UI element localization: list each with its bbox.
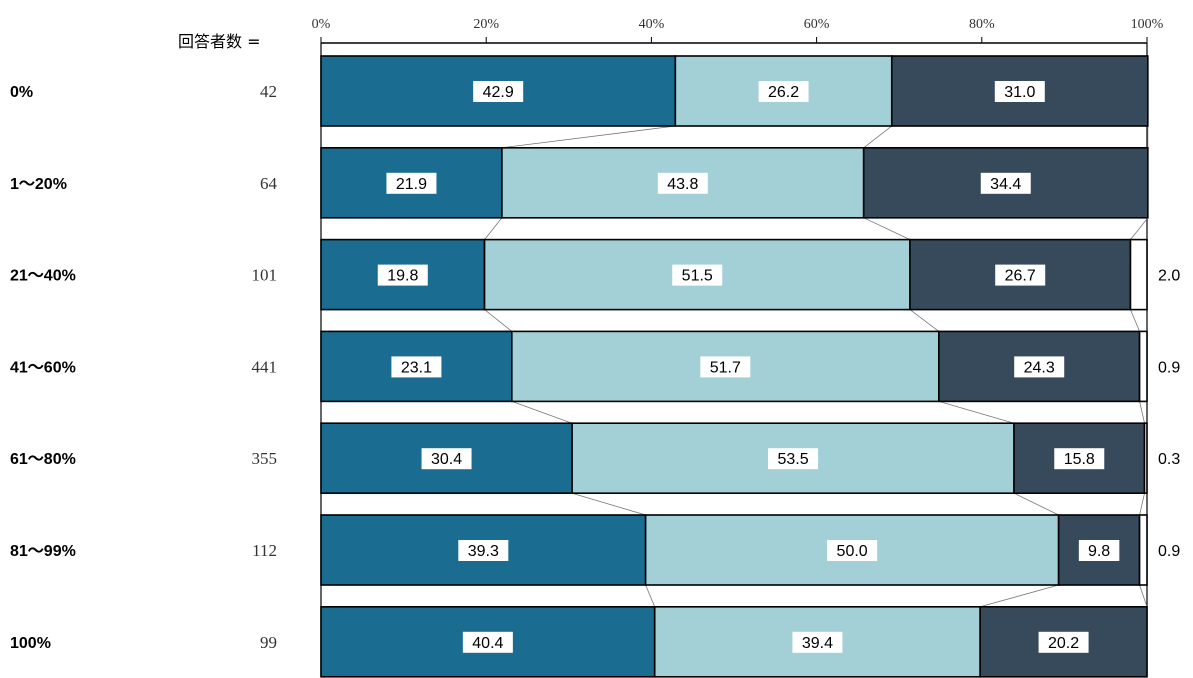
category-label: 1～20% <box>10 176 67 193</box>
respondent-count: 64 <box>260 174 278 193</box>
respondent-count: 101 <box>252 266 278 285</box>
connector-line <box>980 584 1059 608</box>
respondent-count: 42 <box>260 82 277 101</box>
category-labels: 0% 42 1～20% 64 21～40% 101 41～60% 441 61～80% 355 81… <box>10 82 278 652</box>
connector-line <box>1139 584 1148 607</box>
respondents-header: 回答者数 = <box>178 32 261 51</box>
category-label: 41～60% <box>10 359 76 376</box>
data-label-bg <box>391 356 442 378</box>
bar-segment <box>1129 238 1148 311</box>
connector-line <box>484 217 503 240</box>
data-label-bg <box>672 264 723 286</box>
connector-line <box>501 125 676 149</box>
x-tick-label: 80% <box>969 17 995 32</box>
connector-line <box>863 125 893 149</box>
data-label-bg <box>386 172 437 194</box>
connector-line <box>645 584 656 607</box>
data-label-bg <box>980 172 1031 194</box>
category-label: 0% <box>10 84 33 101</box>
data-label-bg <box>458 540 509 561</box>
data-label: 42.9 <box>483 84 514 101</box>
respondent-count: 112 <box>252 541 277 560</box>
bar-segment <box>1138 330 1148 403</box>
data-label-bg <box>421 448 472 470</box>
data-label-bg <box>758 81 809 102</box>
respondent-count: 99 <box>260 633 277 652</box>
data-label: 23.1 <box>401 359 432 376</box>
data-label: 39.3 <box>468 543 499 560</box>
data-label-bg <box>792 631 843 653</box>
connector-line <box>909 309 940 332</box>
data-label: 30.4 <box>431 451 462 468</box>
data-label-bg <box>462 631 513 653</box>
data-label-bg <box>700 356 751 378</box>
connector-line <box>511 401 573 424</box>
data-label-bg <box>1054 448 1105 470</box>
connector-line <box>1139 401 1145 424</box>
data-label: 53.5 <box>777 451 808 468</box>
category-label: 100% <box>10 635 51 652</box>
data-label: 0.9 <box>1158 543 1180 560</box>
data-label-bg <box>994 81 1045 102</box>
respondent-count: 355 <box>252 449 278 468</box>
x-tick-label: 20% <box>473 17 499 32</box>
data-label: 9.8 <box>1088 543 1110 560</box>
data-label: 20.2 <box>1048 635 1079 652</box>
data-label: 50.0 <box>837 543 868 560</box>
connector-line <box>1130 309 1140 332</box>
data-label: 39.4 <box>802 635 833 652</box>
data-label-bg <box>1014 356 1065 378</box>
data-label: 26.7 <box>1005 268 1036 285</box>
data-label: 34.4 <box>990 176 1021 193</box>
connector-line <box>1139 493 1145 516</box>
connector-line <box>1130 217 1149 240</box>
bar-segment <box>1138 514 1148 586</box>
data-label: 0.3 <box>1158 451 1180 468</box>
data-label: 51.7 <box>710 359 741 376</box>
connector-line <box>938 401 1015 424</box>
category-label: 21～40% <box>10 268 76 285</box>
data-label: 31.0 <box>1004 84 1035 101</box>
category-label: 81～99% <box>10 543 76 560</box>
data-label-bg <box>377 264 428 286</box>
data-label-bg <box>657 172 708 194</box>
connector-line <box>1013 492 1059 516</box>
data-label-bg <box>827 540 878 561</box>
x-tick-label: 0% <box>312 17 331 32</box>
x-tick-label: 60% <box>804 17 830 32</box>
bar-segment <box>1143 422 1148 495</box>
data-label: 2.0 <box>1158 268 1180 285</box>
connector-line <box>571 492 646 516</box>
connector-line <box>484 309 513 332</box>
data-label: 43.8 <box>667 176 698 193</box>
respondent-count: 441 <box>252 357 278 376</box>
data-label: 40.4 <box>472 635 503 652</box>
x-tick-label: 40% <box>639 17 665 32</box>
connector-lines <box>484 125 1149 608</box>
data-label-bg <box>768 448 819 470</box>
data-label-bg <box>473 81 524 102</box>
data-label: 26.2 <box>768 84 799 101</box>
connector-line <box>863 217 911 240</box>
data-label: 24.3 <box>1024 359 1055 376</box>
data-label: 51.5 <box>682 268 713 285</box>
bar-segment <box>320 55 677 127</box>
bar-segment <box>320 330 513 403</box>
bars: 42.9 26.2 31.0 21.9 43.8 34.4 19.8 51.5 26.7 2.0 2… <box>320 55 1180 678</box>
x-tick-label: 100% <box>1131 17 1164 32</box>
data-label-bg <box>995 264 1046 286</box>
data-label: 0.9 <box>1158 359 1180 376</box>
category-label: 61～80% <box>10 451 76 468</box>
data-label: 15.8 <box>1064 451 1095 468</box>
data-label: 21.9 <box>396 176 427 193</box>
data-label: 19.8 <box>387 268 418 285</box>
data-label-bg <box>1038 631 1089 653</box>
data-label-bg <box>1078 540 1120 561</box>
